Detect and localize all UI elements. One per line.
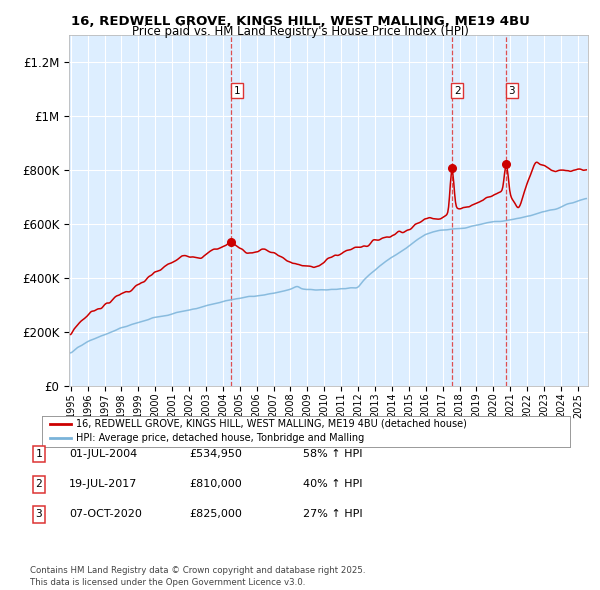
Text: HPI: Average price, detached house, Tonbridge and Malling: HPI: Average price, detached house, Tonb… xyxy=(76,433,365,443)
Text: 07-OCT-2020: 07-OCT-2020 xyxy=(69,510,142,519)
Text: 40% ↑ HPI: 40% ↑ HPI xyxy=(303,480,362,489)
Text: Price paid vs. HM Land Registry's House Price Index (HPI): Price paid vs. HM Land Registry's House … xyxy=(131,25,469,38)
Text: 58% ↑ HPI: 58% ↑ HPI xyxy=(303,450,362,459)
Text: 27% ↑ HPI: 27% ↑ HPI xyxy=(303,510,362,519)
Text: 19-JUL-2017: 19-JUL-2017 xyxy=(69,480,137,489)
Text: Contains HM Land Registry data © Crown copyright and database right 2025.
This d: Contains HM Land Registry data © Crown c… xyxy=(30,566,365,587)
Text: 1: 1 xyxy=(35,450,43,459)
Text: £825,000: £825,000 xyxy=(189,510,242,519)
Text: 3: 3 xyxy=(35,510,43,519)
Text: 01-JUL-2004: 01-JUL-2004 xyxy=(69,450,137,459)
Text: 16, REDWELL GROVE, KINGS HILL, WEST MALLING, ME19 4BU: 16, REDWELL GROVE, KINGS HILL, WEST MALL… xyxy=(71,15,529,28)
Text: £810,000: £810,000 xyxy=(189,480,242,489)
Text: 2: 2 xyxy=(35,480,43,489)
Text: 1: 1 xyxy=(233,86,240,96)
Text: £534,950: £534,950 xyxy=(189,450,242,459)
Text: 2: 2 xyxy=(454,86,461,96)
Text: 3: 3 xyxy=(508,86,515,96)
Text: 16, REDWELL GROVE, KINGS HILL, WEST MALLING, ME19 4BU (detached house): 16, REDWELL GROVE, KINGS HILL, WEST MALL… xyxy=(76,419,467,428)
